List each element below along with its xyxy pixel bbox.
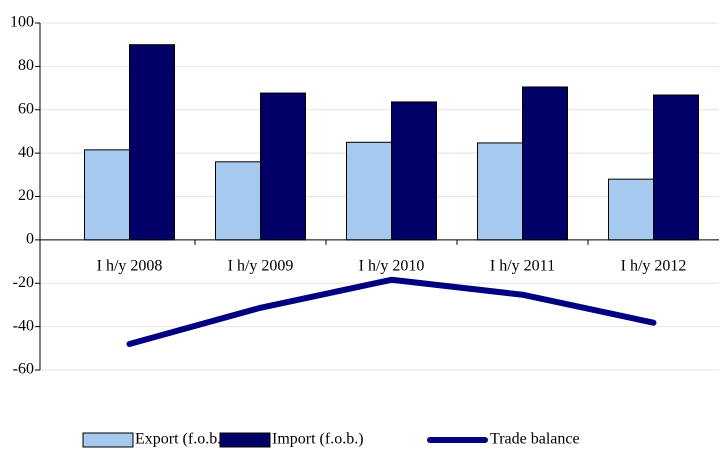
bar <box>346 141 392 241</box>
bar <box>608 178 654 241</box>
bar <box>653 94 699 241</box>
bar <box>391 101 437 241</box>
bar <box>522 86 568 241</box>
x-tick-label: I h/y 2010 <box>359 258 425 275</box>
legend-label: Trade balance <box>490 431 580 448</box>
bar <box>84 149 130 241</box>
bar <box>215 161 261 241</box>
x-tick-label: I h/y 2012 <box>621 258 687 275</box>
legend-label: Import (f.o.b.) <box>272 431 364 448</box>
legend-label: Export (f.o.b.) <box>135 431 227 448</box>
y-tick-label: 60 <box>18 100 34 117</box>
bar <box>477 142 523 241</box>
bar <box>260 92 306 241</box>
x-tick-label: I h/y 2008 <box>97 258 163 275</box>
y-tick-label: -20 <box>13 274 34 291</box>
y-tick-label: 0 <box>26 231 34 248</box>
y-tick-label: -60 <box>13 361 34 378</box>
y-tick-label: 20 <box>18 187 34 204</box>
line <box>126 276 657 347</box>
x-tick-label: I h/y 2009 <box>228 258 294 275</box>
legend-swatch <box>219 432 271 448</box>
bar <box>129 44 175 241</box>
y-tick-label: 80 <box>18 57 34 74</box>
y-tick-label: -40 <box>13 317 34 334</box>
legend-swatch <box>82 432 134 448</box>
y-tick-label: 100 <box>10 14 34 31</box>
x-tick-label: I h/y 2011 <box>490 258 555 275</box>
y-tick-label: 40 <box>18 144 34 161</box>
